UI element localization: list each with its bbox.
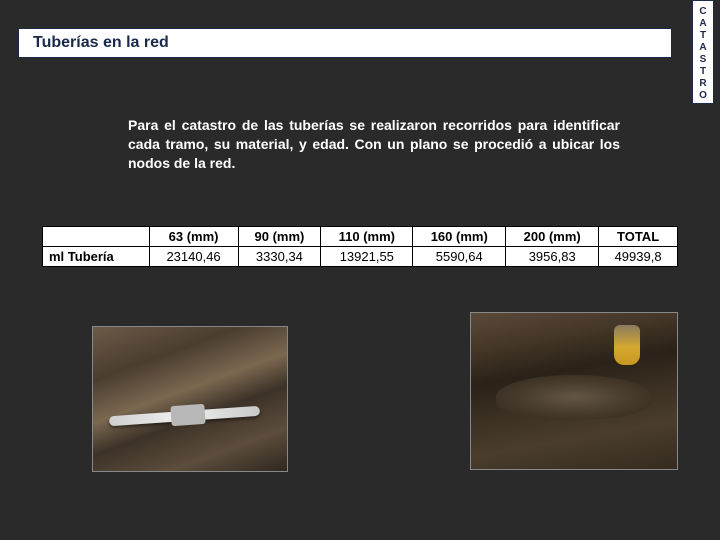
side-letter: S — [700, 54, 707, 66]
table-cell: 5590,64 — [413, 247, 506, 267]
table-row: ml Tubería 23140,46 3330,34 13921,55 559… — [43, 247, 678, 267]
side-letter: T — [700, 66, 706, 78]
table-cell: 3956,83 — [506, 247, 599, 267]
side-vertical-label: C A T A S T R O — [692, 0, 714, 104]
pipe-table: 63 (mm) 90 (mm) 110 (mm) 160 (mm) 200 (m… — [42, 226, 678, 267]
title-bar: Tuberías en la red — [18, 28, 672, 58]
side-letter: A — [699, 42, 706, 54]
row-label: ml Tubería — [43, 247, 150, 267]
col-header: 160 (mm) — [413, 227, 506, 247]
col-header: 200 (mm) — [506, 227, 599, 247]
body-paragraph: Para el catastro de las tuberías se real… — [128, 116, 620, 173]
col-header: 63 (mm) — [149, 227, 238, 247]
col-header: 110 (mm) — [321, 227, 413, 247]
table-cell: 49939,8 — [599, 247, 678, 267]
excavation-photo-right — [470, 312, 678, 470]
table-cell: 13921,55 — [321, 247, 413, 267]
col-header: TOTAL — [599, 227, 678, 247]
table-header-row: 63 (mm) 90 (mm) 110 (mm) 160 (mm) 200 (m… — [43, 227, 678, 247]
table-cell: 23140,46 — [149, 247, 238, 267]
side-letter: A — [699, 18, 706, 30]
side-letter: R — [699, 78, 706, 90]
table-cell: 3330,34 — [238, 247, 321, 267]
pipe-table-element: 63 (mm) 90 (mm) 110 (mm) 160 (mm) 200 (m… — [42, 226, 678, 267]
side-letter: T — [700, 30, 706, 42]
side-letter: O — [699, 90, 707, 102]
page-title: Tuberías en la red — [33, 34, 169, 52]
col-header: 90 (mm) — [238, 227, 321, 247]
side-letter: C — [699, 6, 706, 18]
table-corner — [43, 227, 150, 247]
excavation-photo-left — [92, 326, 288, 472]
